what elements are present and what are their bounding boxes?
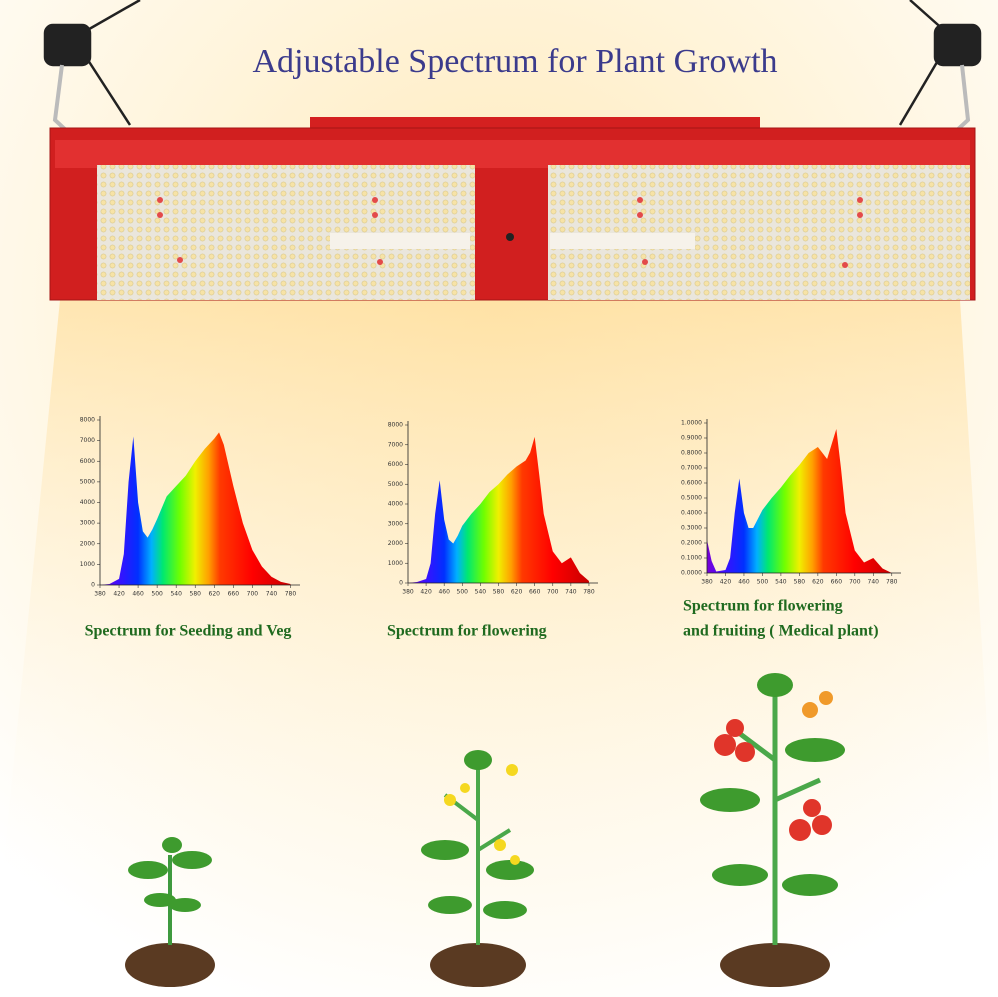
y-tick-label: 0.7000 <box>681 465 702 472</box>
x-tick-label: 660 <box>228 591 240 598</box>
x-tick-label: 740 <box>266 591 278 598</box>
x-tick-label: 500 <box>457 589 469 596</box>
y-tick-label: 0.5000 <box>681 495 702 502</box>
x-tick-label: 780 <box>886 579 898 586</box>
x-tick-label: 380 <box>94 591 106 598</box>
y-tick-label: 5000 <box>388 481 403 488</box>
x-tick-label: 740 <box>565 589 577 596</box>
spectrum-chart: 0 1000 2000 3000 4000 5000 6000 7000 8000 380 420 4… <box>387 421 598 640</box>
x-tick-label: 500 <box>757 579 769 586</box>
x-tick-label: 700 <box>547 589 559 596</box>
y-tick-label: 0.0000 <box>681 570 702 577</box>
chart-caption: Spectrum for flowering <box>683 598 843 615</box>
chart-caption: and fruiting ( Medical plant) <box>683 623 879 640</box>
plants <box>125 673 845 987</box>
y-tick-label: 0.1000 <box>681 555 702 562</box>
x-tick-label: 780 <box>583 589 595 596</box>
y-tick-label: 0 <box>91 582 95 589</box>
y-tick-label: 4000 <box>388 501 403 508</box>
x-tick-label: 580 <box>794 579 806 586</box>
x-tick-label: 740 <box>868 579 880 586</box>
x-tick-label: 420 <box>420 589 432 596</box>
y-tick-label: 3000 <box>80 520 95 527</box>
light-beam <box>0 300 998 900</box>
x-tick-label: 500 <box>151 591 163 598</box>
y-tick-label: 2000 <box>80 540 95 547</box>
x-tick-label: 780 <box>285 591 297 598</box>
x-tick-label: 540 <box>475 589 487 596</box>
chart-caption: Spectrum for flowering <box>387 623 547 640</box>
x-tick-label: 380 <box>402 589 414 596</box>
y-tick-label: 8000 <box>80 417 95 424</box>
x-tick-label: 660 <box>529 589 541 596</box>
y-tick-label: 7000 <box>80 437 95 444</box>
grow-light <box>49 117 976 301</box>
y-tick-label: 1.0000 <box>681 420 702 427</box>
y-tick-label: 4000 <box>80 499 95 506</box>
y-tick-label: 8000 <box>388 422 403 429</box>
y-tick-label: 0.4000 <box>681 510 702 517</box>
x-tick-label: 620 <box>812 579 824 586</box>
x-tick-label: 620 <box>209 591 221 598</box>
chart-caption: Spectrum for Seeding and Veg <box>85 623 292 640</box>
y-tick-label: 6000 <box>388 461 403 468</box>
x-tick-label: 540 <box>170 591 182 598</box>
x-tick-label: 460 <box>438 589 450 596</box>
x-tick-label: 580 <box>190 591 202 598</box>
spectrum-area <box>707 429 892 573</box>
x-tick-label: 460 <box>738 579 750 586</box>
y-tick-label: 0.8000 <box>681 450 702 457</box>
y-tick-label: 6000 <box>80 458 95 465</box>
x-tick-label: 700 <box>247 591 259 598</box>
y-tick-label: 5000 <box>80 478 95 485</box>
y-tick-label: 0.9000 <box>681 435 702 442</box>
y-tick-label: 0.2000 <box>681 540 702 547</box>
x-tick-label: 580 <box>493 589 505 596</box>
x-tick-label: 620 <box>511 589 523 596</box>
y-tick-label: 7000 <box>388 441 403 448</box>
y-tick-label: 1000 <box>388 560 403 567</box>
y-tick-label: 0.3000 <box>681 525 702 532</box>
x-tick-label: 420 <box>113 591 125 598</box>
title: Adjustable Spectrum for Plant Growth <box>252 43 777 80</box>
y-tick-label: 0.6000 <box>681 480 702 487</box>
y-tick-label: 3000 <box>388 520 403 527</box>
y-tick-label: 2000 <box>388 540 403 547</box>
x-tick-label: 700 <box>849 579 861 586</box>
x-tick-label: 540 <box>775 579 787 586</box>
x-tick-label: 460 <box>132 591 144 598</box>
x-tick-label: 660 <box>831 579 843 586</box>
spectrum-chart: 0 1000 2000 3000 4000 5000 6000 7000 8000 380 420 4… <box>80 416 300 640</box>
x-tick-label: 380 <box>701 579 713 586</box>
spectrum-chart: 0.0000 0.1000 0.2000 0.3000 0.4000 0.5000 0.60… <box>681 419 901 640</box>
spectrum-area <box>100 432 291 585</box>
y-tick-label: 1000 <box>80 561 95 568</box>
spectrum-area <box>408 436 589 583</box>
y-tick-label: 0 <box>399 580 403 587</box>
x-tick-label: 420 <box>720 579 732 586</box>
